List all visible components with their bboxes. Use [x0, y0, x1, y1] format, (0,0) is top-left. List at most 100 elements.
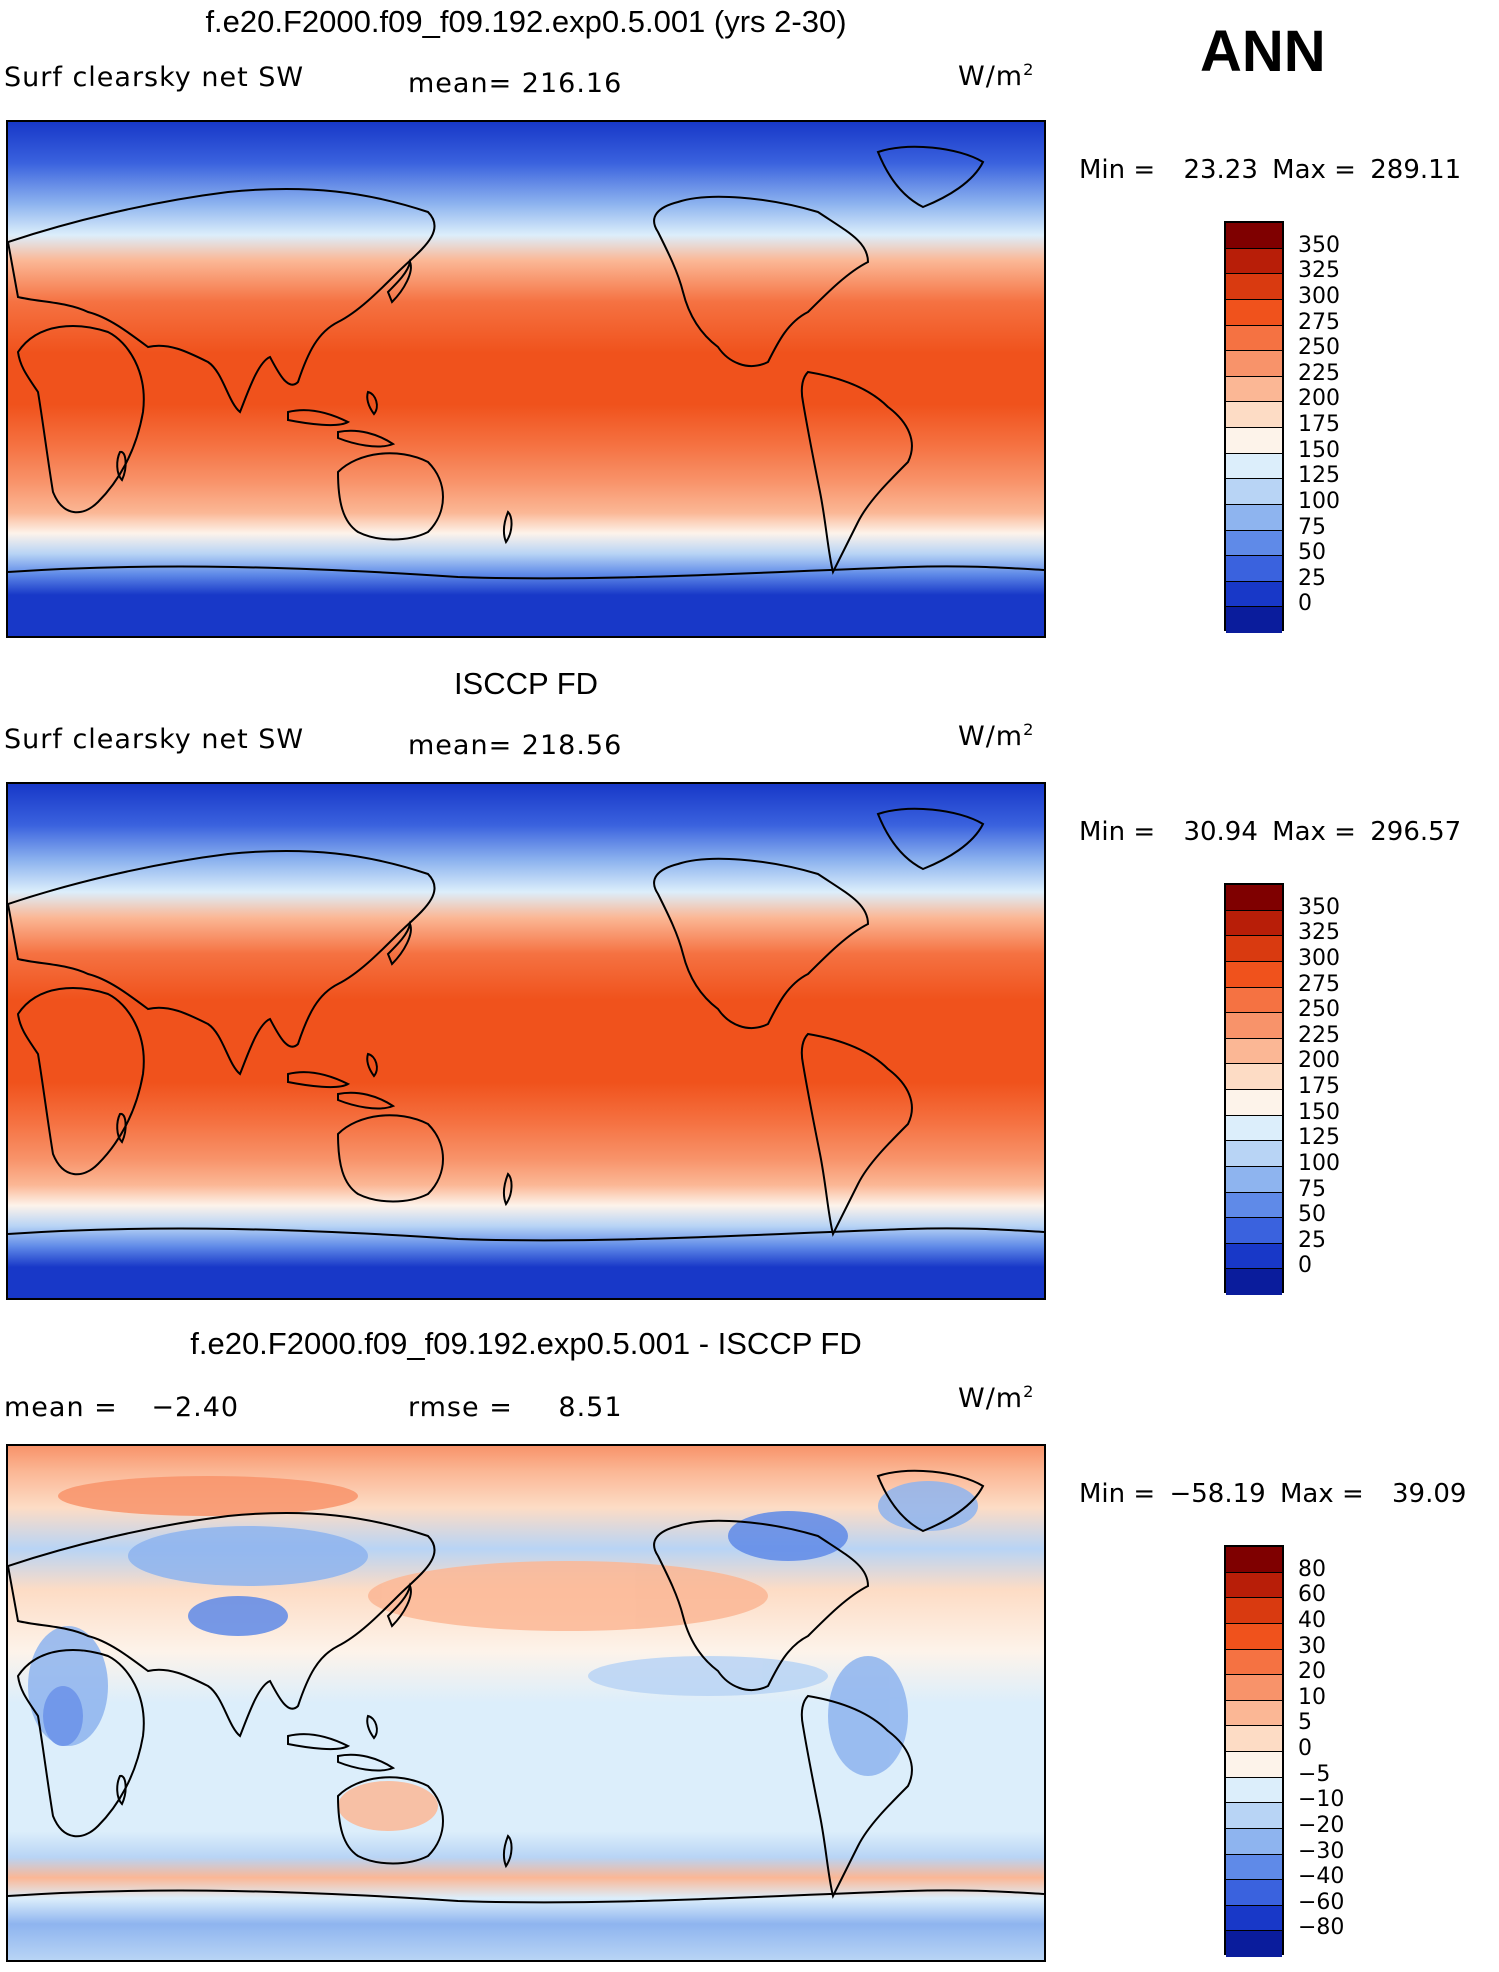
panel3-colorbar-tick-label: 80 [1298, 1556, 1326, 1582]
panel2-colorbar-swatch [1226, 961, 1282, 988]
panel3-colorbar-swatch [1226, 1623, 1282, 1650]
panel1-map-svg [8, 122, 1044, 636]
panel3-colorbar-tick-label: 40 [1298, 1607, 1326, 1633]
panel3-colorbar-swatch [1226, 1752, 1282, 1778]
panel1-colorbar-tick-label: 250 [1298, 335, 1340, 361]
panel2-colorbar-tick-label: 200 [1298, 1048, 1340, 1074]
panel2-min-label: Min = [1079, 817, 1156, 847]
panel1-colorbar-tick-label: 50 [1298, 540, 1326, 566]
panel2-colorbar-labels: 350 325 300 275 250 225 200 175 150 125 100 75 50 25 0 [1298, 883, 1398, 1293]
panel1-colorbar-tick-label: 175 [1298, 412, 1340, 437]
panel1-min-value: 23.23 [1183, 155, 1258, 185]
panel1-colorbar-tick-label: 225 [1298, 360, 1340, 386]
panel3-colorbar-swatch [1226, 1803, 1282, 1829]
panel3-colorbar-swatch [1226, 1675, 1282, 1701]
panel2-colorbar-tick-label: 100 [1298, 1150, 1340, 1176]
panel3-rmse: rmse = 8.51 [408, 1392, 623, 1423]
panel3-min-label: Min = [1079, 1479, 1156, 1509]
panel1-colorbar [1224, 221, 1284, 633]
panel1-colorbar-swatch [1226, 581, 1282, 608]
panel2-colorbar-swatch [1226, 1038, 1282, 1065]
panel3-mean: mean = −2.40 [4, 1392, 239, 1423]
panel2-max-label: Max = [1272, 817, 1356, 847]
panel2-colorbar-swatch [1226, 1218, 1282, 1244]
panel1-colorbar-tick-label: 325 [1298, 258, 1340, 284]
panel3-mean-label: mean = [4, 1392, 118, 1423]
panel3-colorbar-tick-label: −40 [1298, 1864, 1345, 1890]
panel2-map-svg [8, 784, 1044, 1298]
panel1-colorbar-tick-label: 300 [1298, 283, 1340, 309]
panel1-colorbar-swatch [1226, 402, 1282, 428]
panel2-mean-label: mean= [408, 730, 513, 761]
panel3-colorbar-swatch [1226, 1828, 1282, 1855]
panel1-colorbar-tick-label: 0 [1298, 591, 1312, 617]
panel2-colorbar-swatch [1226, 1115, 1282, 1142]
panel3-colorbar [1224, 1545, 1284, 1957]
panel1-mean: mean= 216.16 [408, 68, 622, 99]
panel3-colorbar-swatch [1226, 1854, 1282, 1881]
panel2-colorbar-swatch [1226, 1269, 1282, 1295]
panel2-colorbar-swatch [1226, 1243, 1282, 1270]
panel2-colorbar-tick-label: 275 [1298, 971, 1340, 997]
panel3-colorbar-swatch [1226, 1726, 1282, 1752]
panel1-colorbar-tick-label: 75 [1298, 514, 1326, 540]
panel2-min-value: 30.94 [1183, 817, 1258, 847]
panel3-colorbar-swatch [1226, 1905, 1282, 1932]
panel3-units: W/m2 [958, 1382, 1035, 1414]
panel3-colorbar-tick-label: 20 [1298, 1659, 1326, 1685]
panel1-colorbar-tick-label: 25 [1298, 565, 1326, 591]
panel2-colorbar-swatch [1226, 1090, 1282, 1116]
panel2-colorbar-swatch [1226, 910, 1282, 937]
panel1-colorbar-swatch [1226, 479, 1282, 505]
panel3-max-label: Max = [1279, 1479, 1364, 1509]
panel3-map [6, 1444, 1046, 1962]
panel1-colorbar-swatch [1226, 556, 1282, 582]
panel3-colorbar-tick-label: −20 [1298, 1812, 1345, 1838]
panel3-mean-value: −2.40 [151, 1392, 240, 1423]
panel2-colorbar-tick-label: 300 [1298, 945, 1340, 971]
panel3-colorbar-tick-label: −60 [1298, 1889, 1345, 1915]
panel1-max-value: 289.11 [1370, 155, 1462, 185]
panel3-colorbar-tick-label: 5 [1298, 1710, 1312, 1736]
panel3-rmse-label: rmse = [408, 1392, 513, 1423]
panel1-colorbar-swatch [1226, 453, 1282, 480]
panel1-colorbar-tick-label: 150 [1298, 437, 1340, 463]
panel3-rmse-value: 8.51 [558, 1392, 623, 1423]
panel2-colorbar-tick-label: 25 [1298, 1227, 1326, 1253]
panel2-variable-label: Surf clearsky net SW [4, 724, 305, 755]
panel3-min-value: −58.19 [1169, 1479, 1266, 1509]
panel1-title: f.e20.F2000.f09_f09.192.exp0.5.001 (yrs … [205, 4, 847, 39]
panel2-minmax: Min = 30.94 Max = 296.57 [1079, 817, 1461, 847]
panel1-colorbar-swatch [1226, 376, 1282, 403]
panel3-colorbar-tick-label: −10 [1298, 1787, 1345, 1813]
panel1-colorbar-tick-label: 125 [1298, 463, 1340, 489]
panel3-colorbar-swatch [1226, 1777, 1282, 1804]
panel2-colorbar [1224, 883, 1284, 1295]
panel1-colorbar-tick-label: 350 [1298, 232, 1340, 258]
panel2-max-value: 296.57 [1370, 817, 1462, 847]
panel2-colorbar-swatch [1226, 885, 1282, 911]
panel1-colorbar-swatch [1226, 504, 1282, 531]
panel1-colorbar-swatch [1226, 223, 1282, 249]
panel1-colorbar-swatch [1226, 530, 1282, 557]
panel3-max-value: 39.09 [1392, 1479, 1467, 1509]
panel1-colorbar-swatch [1226, 248, 1282, 275]
panel3-colorbar-labels: 80 60 40 30 20 10 5 0 −5 −10 −20 −30 −40 −60 −80 [1298, 1545, 1398, 1955]
panel3-colorbar-tick-label: −5 [1298, 1761, 1331, 1787]
panel1-units: W/m2 [958, 60, 1035, 92]
panel2-colorbar-swatch [1226, 1166, 1282, 1193]
panel1-min-label: Min = [1079, 155, 1156, 185]
panel1-colorbar-swatch [1226, 351, 1282, 377]
panel2-colorbar-tick-label: 350 [1298, 894, 1340, 920]
panel3-colorbar-swatch [1226, 1931, 1282, 1957]
panel1-variable-label: Surf clearsky net SW [4, 62, 305, 93]
panel2-colorbar-tick-label: 225 [1298, 1022, 1340, 1048]
panel2-colorbar-tick-label: 75 [1298, 1176, 1326, 1202]
panel1-colorbar-labels: 350 325 300 275 250 225 200 175 150 125 100 75 50 25 0 [1298, 221, 1398, 631]
panel2-colorbar-swatch [1226, 1141, 1282, 1167]
panel3-colorbar-tick-label: −80 [1298, 1915, 1345, 1941]
panel1-colorbar-tick-label: 100 [1298, 488, 1340, 514]
panel3-colorbar-swatch [1226, 1572, 1282, 1599]
panel2-colorbar-swatch [1226, 987, 1282, 1014]
panel3-colorbar-swatch [1226, 1598, 1282, 1624]
